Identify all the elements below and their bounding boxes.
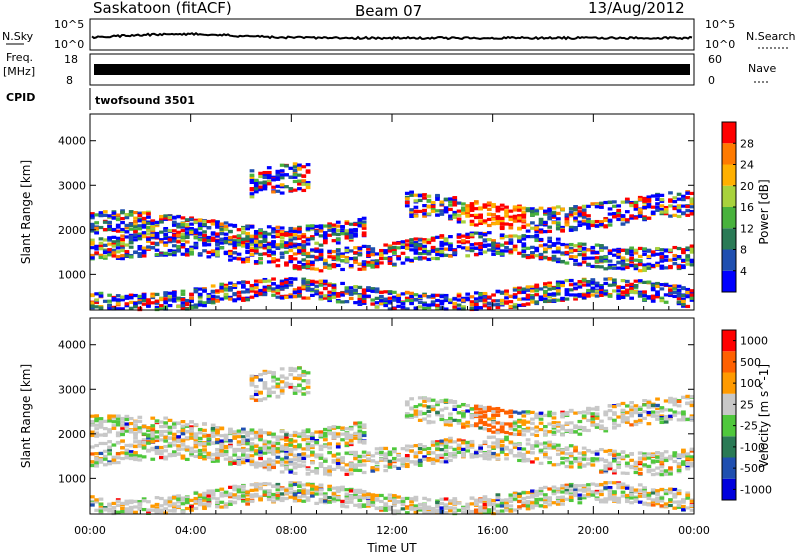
freq-label: Freq. — [6, 51, 33, 64]
velocity-cells — [90, 366, 695, 516]
xtick-label-6: 00:00 — [678, 524, 710, 537]
velocity-ylabel: Slant Range [km] — [19, 364, 33, 468]
ytick-label-1: 2000 — [58, 428, 86, 441]
colorbar-tick-5: -100 — [740, 441, 765, 454]
nsky-trace — [91, 31, 693, 41]
colorbar-segment-1 — [722, 249, 736, 271]
colorbar-segment-2 — [722, 436, 736, 458]
ytick-label-3: 4000 — [58, 339, 86, 352]
colorbar-tick-5: 24 — [740, 159, 754, 172]
ytick-label-2: 3000 — [58, 383, 86, 396]
date-label: 13/Aug/2012 — [588, 0, 685, 17]
ytick-label-2: 3000 — [58, 179, 86, 192]
freq-unit-label: [MHz] — [3, 65, 35, 78]
colorbar-segment-5 — [722, 164, 736, 186]
beam-label: Beam 07 — [355, 2, 422, 20]
ytick-label-0: 1000 — [58, 472, 86, 485]
nave-label: Nave — [748, 62, 776, 75]
ytick-label-0: 1000 — [58, 268, 86, 281]
colorbar-segment-7 — [722, 330, 736, 352]
colorbar-tick-1: 500 — [740, 356, 761, 369]
freq-top-tick: 18 — [64, 53, 78, 66]
colorbar-tick-4: 20 — [740, 180, 754, 193]
xtick-label-1: 04:00 — [175, 524, 207, 537]
nsearch-bottom-tick: 10^0 — [705, 38, 735, 51]
colorbar-segment-7 — [722, 122, 736, 144]
nsky-label: N.Sky — [2, 30, 34, 43]
colorbar-tick-6: 28 — [740, 137, 754, 150]
xtick-label-0: 00:00 — [74, 524, 106, 537]
nsky-top-tick: 10^5 — [54, 18, 84, 31]
colorbar-segment-0 — [722, 270, 736, 292]
colorbar-tick-7: -1000 — [740, 483, 772, 496]
colorbar-segment-3 — [722, 415, 736, 437]
nsky-bottom-tick: 10^0 — [54, 38, 84, 51]
power-colorbar-label: Power [dB] — [757, 179, 771, 244]
colorbar-tick-6: -500 — [740, 462, 765, 475]
colorbar-tick-3: 25 — [740, 398, 754, 411]
freq-bottom-tick: 8 — [66, 74, 73, 87]
nsky-strip: N.Sky 10^5 10^0 10^5 10^0 N.Search — [2, 18, 796, 51]
freq-trace — [94, 64, 690, 75]
colorbar-segment-3 — [722, 207, 736, 229]
power-colorbar: 4 8 12 16 20 24 28 — [721, 121, 754, 293]
colorbar-tick-2: 12 — [740, 222, 754, 235]
colorbar-segment-6 — [722, 143, 736, 165]
colorbar-tick-2: 100 — [740, 377, 761, 390]
cpid-value: twofsound 3501 — [95, 94, 195, 107]
colorbar-tick-4: -25 — [740, 420, 758, 433]
colorbar-tick-3: 16 — [740, 201, 754, 214]
ytick-label-1: 2000 — [58, 224, 86, 237]
colorbar-segment-4 — [722, 185, 736, 207]
colorbar-segment-6 — [722, 351, 736, 373]
xtick-label-2: 08:00 — [275, 524, 307, 537]
colorbar-tick-0: 4 — [740, 265, 747, 278]
nsearch-top-tick: 10^5 — [705, 18, 735, 31]
velocity-colorbar: 1000 500 100 25 -25 -100 -500 -1000 — [721, 329, 772, 501]
cpid-label: CPID — [6, 91, 35, 104]
ytick-label-3: 4000 — [58, 135, 86, 148]
colorbar-segment-2 — [722, 228, 736, 250]
station-title: Saskatoon (fitACF) — [93, 0, 232, 17]
xtick-label-5: 20:00 — [577, 524, 609, 537]
nave-top-tick: 60 — [708, 53, 722, 66]
colorbar-tick-0: 1000 — [740, 335, 768, 348]
time-axis-label: Time UT — [366, 541, 417, 554]
nsearch-label: N.Search — [746, 30, 796, 43]
velocity-panel: 1000 2000 3000 4000 00:00 04:00 08:00 12:00 16:… — [19, 317, 710, 537]
nave-bottom-tick: 0 — [708, 74, 715, 87]
freq-strip: Freq. [MHz] 18 8 60 0 Nave — [3, 51, 776, 87]
colorbar-segment-4 — [722, 393, 736, 415]
power-cells — [90, 162, 695, 312]
power-ylabel: Slant Range [km] — [19, 160, 33, 264]
colorbar-segment-0 — [722, 478, 736, 500]
colorbar-segment-5 — [722, 372, 736, 394]
colorbar-tick-1: 8 — [740, 244, 747, 257]
power-panel: 1000 2000 3000 4000 Slant Range [km] — [19, 113, 695, 312]
colorbar-segment-1 — [722, 457, 736, 479]
velocity-colorbar-label: Velocity [m s^-1] — [757, 364, 771, 468]
xtick-label-3: 12:00 — [376, 524, 408, 537]
xtick-label-4: 16:00 — [477, 524, 509, 537]
